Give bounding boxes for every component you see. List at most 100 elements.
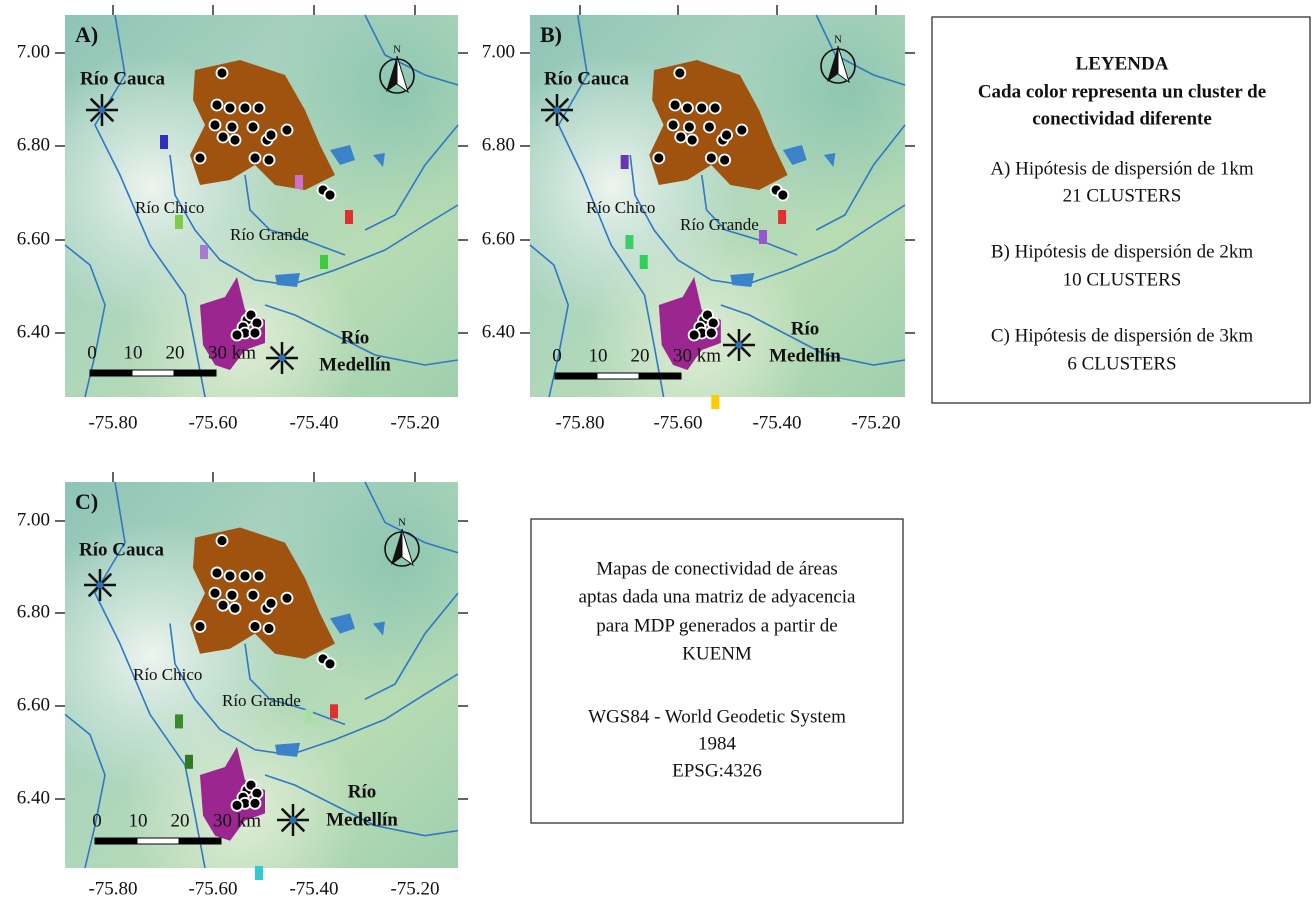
cluster-cell	[185, 755, 193, 769]
occurrence-point	[264, 623, 275, 634]
occurrence-point	[682, 103, 693, 114]
occurrence-point	[282, 125, 293, 136]
occurrence-point	[232, 330, 243, 341]
cluster-cell	[345, 210, 353, 224]
cluster-cell	[160, 135, 168, 149]
lat-label: 6.40	[17, 321, 50, 342]
scale-bar	[555, 373, 597, 379]
occurrence-point	[230, 603, 241, 614]
cluster-cell	[759, 230, 767, 244]
scale-label: 20	[166, 342, 185, 363]
cluster-cell	[255, 866, 263, 880]
legend-item: A) Hipótesis de dispersión de 1km	[990, 158, 1254, 179]
scale-bar	[137, 838, 179, 844]
lon-label: -75.40	[289, 412, 338, 433]
cluster-cell	[295, 175, 303, 189]
scale-bar	[179, 838, 221, 844]
lon-label: -75.80	[88, 878, 137, 899]
occurrence-point	[684, 122, 695, 133]
occurrence-point	[696, 103, 707, 114]
occurrence-point	[248, 122, 259, 133]
north-label: N	[834, 34, 842, 46]
river-label: Río Chico	[133, 665, 202, 684]
city-marker-center	[99, 107, 106, 114]
scale-bar	[639, 373, 681, 379]
cluster-cell	[711, 395, 719, 409]
scale-bar	[174, 370, 216, 376]
occurrence-point	[282, 593, 293, 604]
scale-label: 30 km	[673, 345, 721, 366]
lon-label: -75.20	[851, 412, 900, 433]
occurrence-point	[266, 130, 277, 141]
scale-label: 0	[92, 810, 102, 831]
scale-label: 30 km	[208, 342, 256, 363]
river-label: Medellín	[326, 809, 398, 830]
scale-label: 30 km	[213, 810, 261, 831]
river-label: Río Cauca	[544, 68, 629, 89]
lat-label: 7.00	[17, 509, 50, 530]
reservoir	[730, 273, 754, 287]
scale-bar	[95, 838, 137, 844]
city-marker-center	[554, 107, 561, 114]
occurrence-point	[240, 103, 251, 114]
map-panel: 7.006.806.606.40-75.80-75.60-75.40-75.20…	[17, 472, 468, 899]
legend-title: LEYENDA	[1076, 53, 1169, 74]
lat-label: 6.80	[17, 601, 50, 622]
occurrence-point	[675, 132, 686, 143]
city-marker-center	[97, 582, 104, 589]
legend-item: 10 CLUSTERS	[1063, 269, 1182, 290]
cluster-cell	[320, 255, 328, 269]
legend-item: B) Hipótesis de dispersión de 2km	[991, 241, 1254, 262]
occurrence-point	[254, 103, 265, 114]
river-label: Río Chico	[586, 198, 655, 217]
occurrence-point	[674, 68, 685, 79]
occurrence-point	[704, 122, 715, 133]
river-label: Río Cauca	[80, 68, 165, 89]
panel-label: C)	[75, 489, 98, 514]
occurrence-point	[225, 570, 236, 581]
lat-label: 7.00	[482, 41, 515, 62]
scale-bar	[597, 373, 639, 379]
occurrence-point	[689, 330, 700, 341]
description-line: para MDP generados a partir de	[596, 615, 837, 636]
occurrence-point	[240, 570, 251, 581]
scale-bar	[132, 370, 174, 376]
map-panel: 7.006.806.606.40-75.80-75.60-75.40-75.20…	[482, 5, 915, 433]
lat-label: 6.40	[482, 321, 515, 342]
reservoir	[275, 743, 300, 757]
occurrence-point	[708, 318, 719, 329]
occurrence-point	[719, 155, 730, 166]
river-label: Río Cauca	[79, 539, 164, 560]
occurrence-point	[670, 100, 681, 111]
occurrence-point	[195, 621, 206, 632]
river-label: Medellín	[769, 345, 841, 366]
map-panel: 7.006.806.606.40-75.80-75.60-75.40-75.20…	[17, 5, 468, 433]
cluster-cell	[330, 704, 338, 718]
occurrence-point	[195, 153, 206, 164]
occurrence-point	[710, 103, 721, 114]
city-marker-center	[290, 817, 297, 824]
river-label: Río Chico	[135, 198, 204, 217]
lat-label: 6.80	[482, 134, 515, 155]
legend-item: 21 CLUSTERS	[1063, 185, 1182, 206]
scale-label: 10	[589, 345, 608, 366]
occurrence-point	[325, 190, 336, 201]
page: { "panels": [ {"label": "A)"}, {"label":…	[0, 0, 1315, 907]
cluster-cell	[200, 245, 208, 259]
lon-label: -75.80	[555, 412, 604, 433]
occurrence-point	[218, 600, 229, 611]
lat-label: 6.80	[17, 134, 50, 155]
description-line: KUENM	[682, 643, 752, 664]
lat-label: 6.40	[17, 787, 50, 808]
occurrence-point	[217, 535, 228, 546]
cluster-cell	[621, 155, 629, 169]
occurrence-point	[736, 125, 747, 136]
cluster-cell	[175, 215, 183, 229]
occurrence-point	[250, 798, 261, 809]
occurrence-point	[250, 621, 261, 632]
river-label: Río	[341, 327, 370, 348]
cluster-cell	[640, 255, 648, 269]
lon-label: -75.60	[188, 412, 237, 433]
legend-item: 6 CLUSTERS	[1067, 353, 1176, 374]
occurrence-point	[668, 120, 679, 131]
